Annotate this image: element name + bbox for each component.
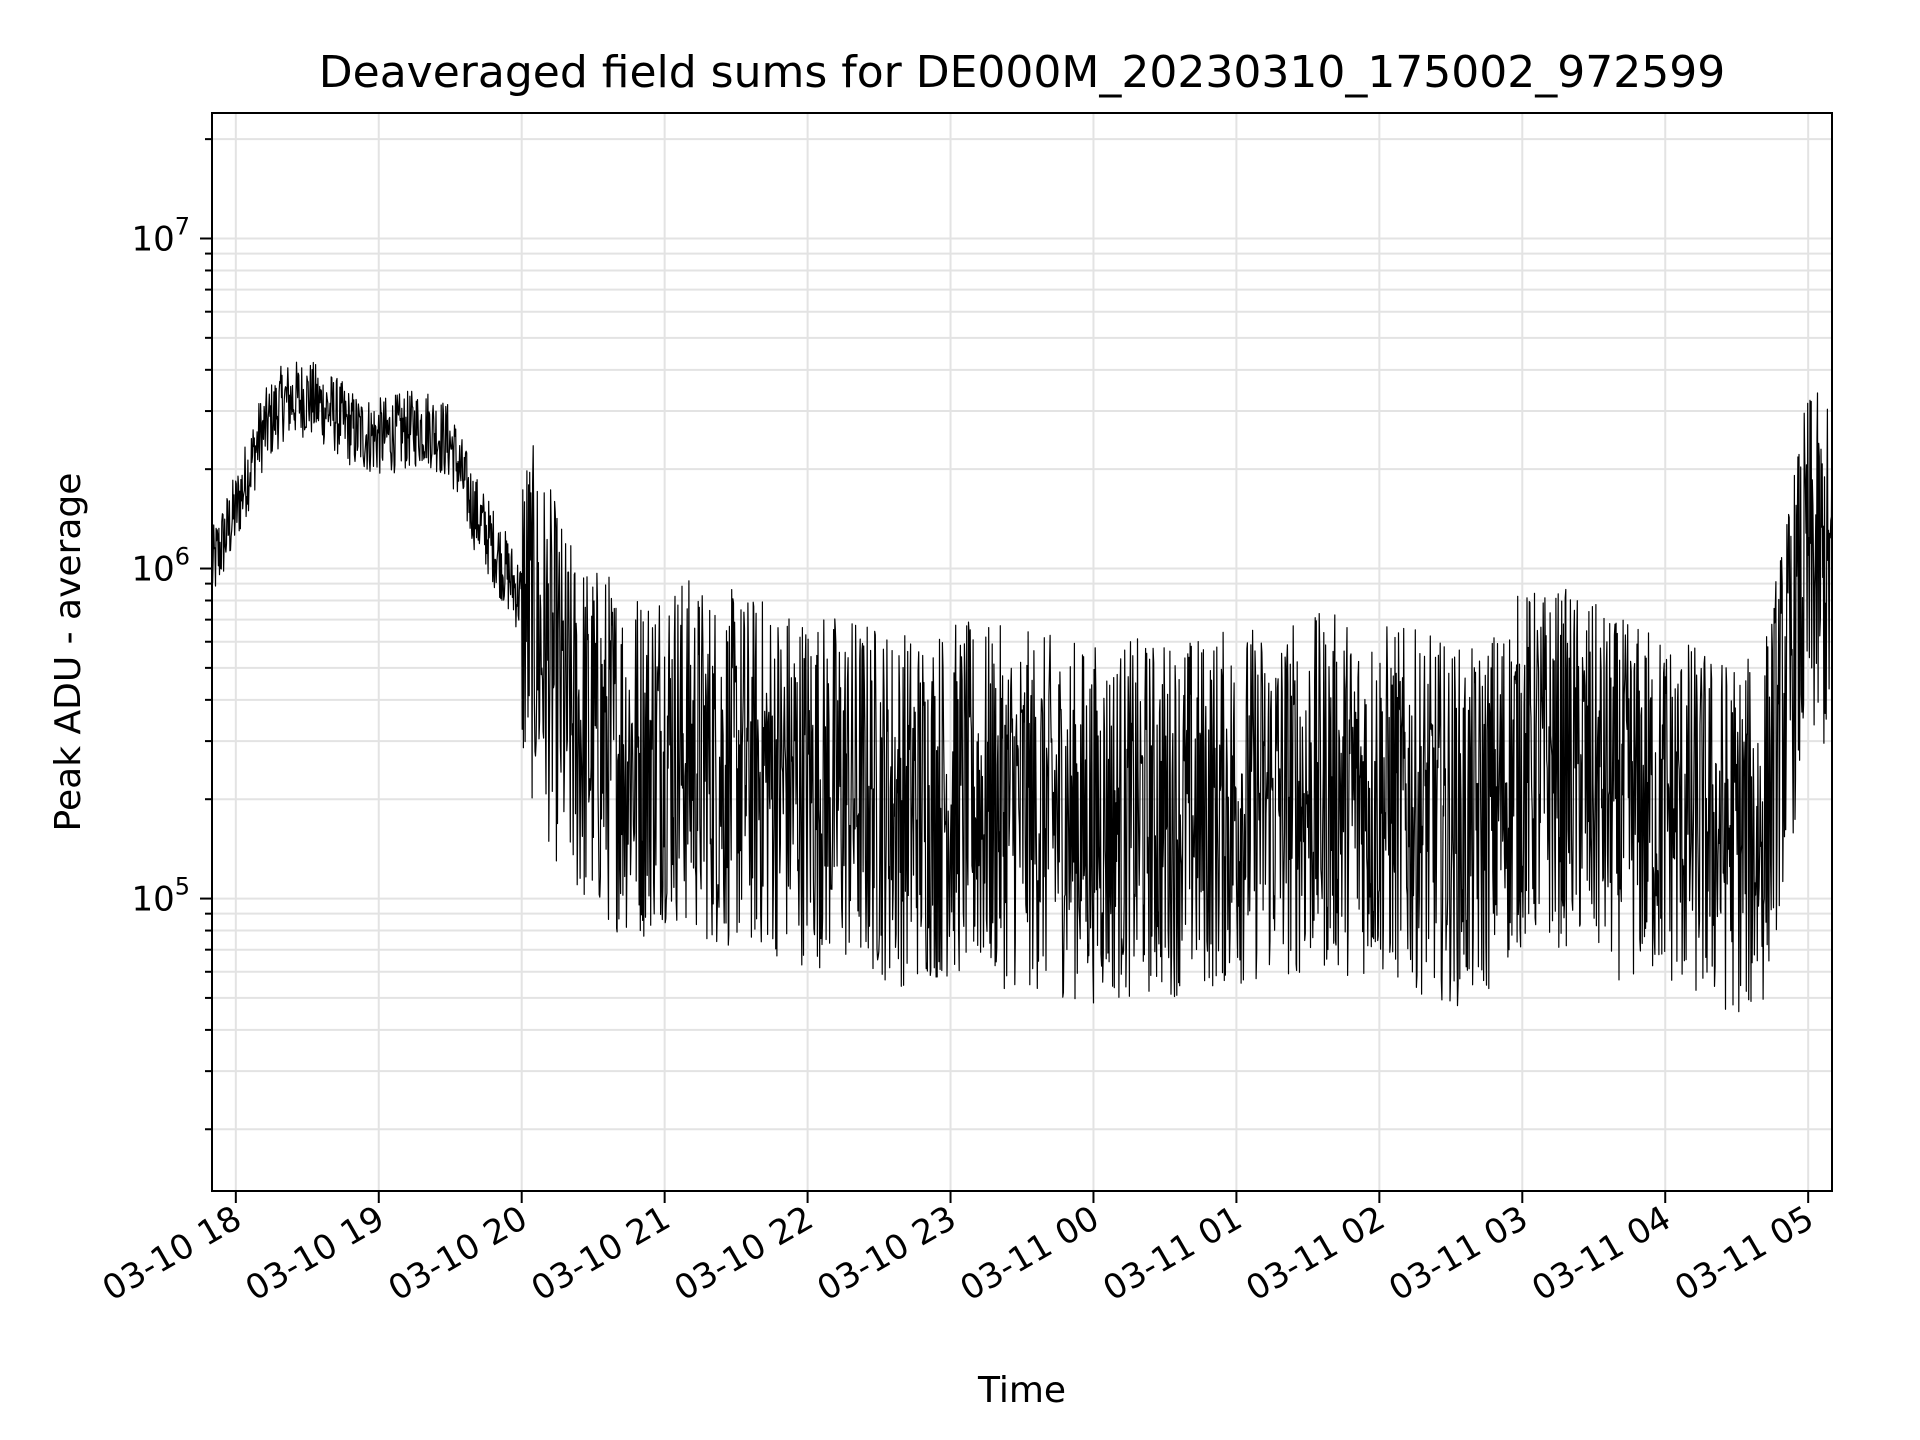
y-axis-label: Peak ADU - average (48, 473, 89, 832)
y-tick-label: 105 (131, 873, 190, 920)
y-tick-label: 106 (131, 543, 190, 590)
plot-frame (211, 112, 1833, 1192)
plot-area (212, 361, 1832, 1013)
series-line (212, 361, 1832, 1013)
x-axis-label: Time (977, 1370, 1066, 1411)
y-tick-label: 107 (131, 212, 190, 259)
chart-title: Deaveraged field sums for DE000M_2023031… (319, 47, 1726, 98)
